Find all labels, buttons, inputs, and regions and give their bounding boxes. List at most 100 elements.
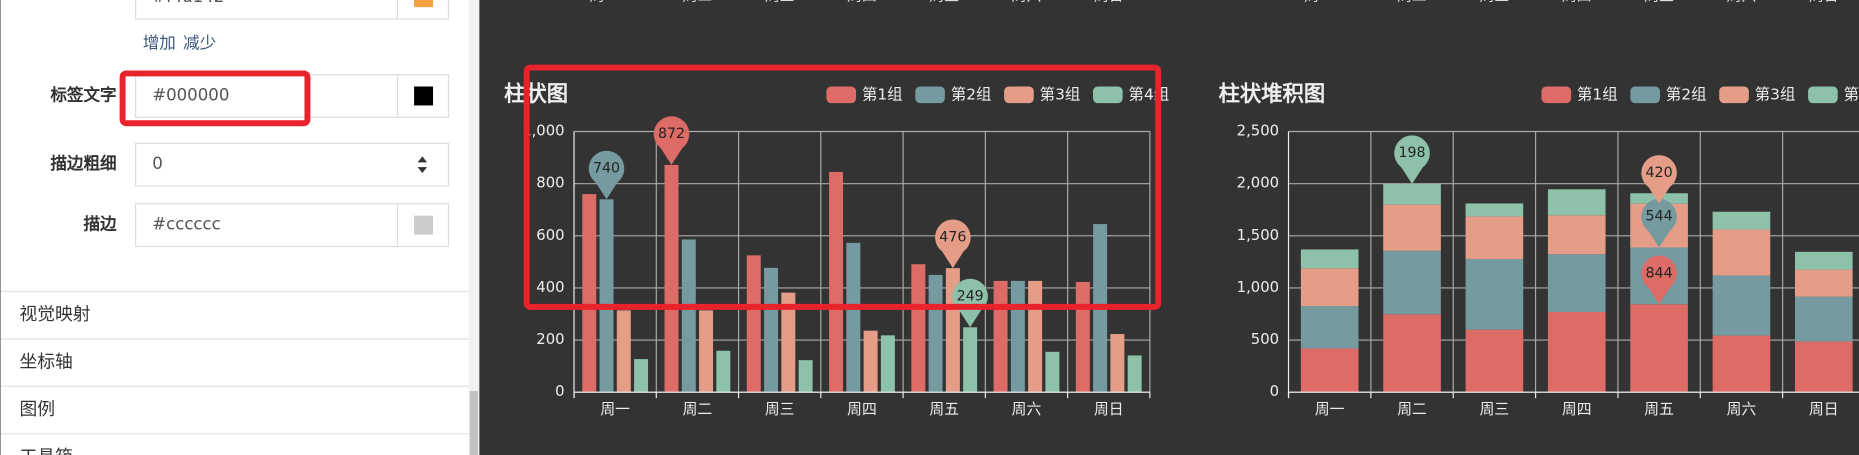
legend-swatch[interactable] [1719,86,1749,104]
text-input[interactable] [135,203,450,248]
link[interactable]: 减少 [183,33,216,52]
bar-segment [1300,306,1359,349]
mark-point [1641,198,1677,248]
legend-label[interactable]: 第4组 [1129,85,1170,103]
bar [911,264,926,393]
legend-label[interactable]: 第4组 [1844,85,1859,103]
bar-segment [1383,204,1441,251]
bar [880,335,895,393]
bar-segment [1547,254,1606,313]
color-swatch[interactable] [414,86,434,106]
section-header[interactable]: 视觉映射 [20,304,91,325]
color-swatch[interactable] [414,0,434,8]
section-header[interactable]: 图例 [20,399,56,420]
section-header[interactable]: 工具箱 [20,446,73,455]
bar [781,292,796,393]
bar [616,310,631,393]
bar-segment [1630,304,1688,393]
input-value: #f4a142 [152,0,224,6]
bar [746,255,761,393]
bar-segment [1547,312,1606,393]
bar [993,280,1008,393]
bar-segment [1547,189,1606,216]
bar-segment [1383,250,1441,315]
y-tick-label: 400 [536,279,564,296]
legend-swatch[interactable] [915,86,945,104]
bar [1045,351,1060,393]
y-tick-label: 1,000 [522,123,564,140]
bar [1075,281,1090,393]
bar [681,239,696,393]
text-input[interactable] [135,74,450,118]
x-tick-label: 周六 [1727,0,1757,4]
bar [764,267,779,393]
bar [1010,280,1025,393]
bar [634,359,649,393]
bar [699,310,714,393]
mark-point [588,150,625,200]
legend-label[interactable]: 第1组 [862,85,903,103]
y-tick-label: 500 [1251,331,1279,348]
legend-label[interactable]: 第2组 [1666,85,1707,103]
mark-point-label: 476 [939,229,966,245]
spinner-up[interactable] [417,156,428,163]
scrollbar-thumb[interactable] [469,391,479,455]
y-tick-label: 800 [536,175,564,192]
link[interactable]: 增加 [143,33,176,52]
legend-swatch[interactable] [1093,86,1123,104]
mark-point [952,278,988,328]
mark-point-label: 872 [658,126,685,142]
bar [1110,334,1125,393]
legend-label[interactable]: 第3组 [1040,85,1081,103]
bar [798,360,813,393]
legend-label[interactable]: 第1组 [1577,85,1618,103]
field-label: 描边 [83,214,117,234]
bar-segment [1300,348,1359,393]
legend-swatch[interactable] [1541,86,1572,104]
bar-segment [1383,314,1441,393]
bar [863,330,878,393]
legend-swatch[interactable] [1630,86,1660,104]
field-label: 标签文字 [49,84,116,104]
legend-swatch[interactable] [826,86,857,104]
x-tick-label: 周一 [1304,0,1334,4]
spinner-down[interactable] [417,167,428,173]
x-tick-label: 周六 [1012,401,1042,418]
bar [829,171,844,393]
mark-point [653,116,690,165]
x-tick-label: 周四 [1562,401,1592,418]
y-tick-label: 2,000 [1237,175,1279,192]
x-tick-label: 周四 [847,0,877,4]
bar [846,242,861,393]
bar [1028,280,1043,393]
legend-label[interactable]: 第2组 [951,85,992,103]
bar-segment [1794,296,1853,342]
legend-swatch[interactable] [1004,86,1034,104]
mark-point [935,219,971,269]
bar-segment [1465,203,1524,217]
y-tick-label: 1,500 [1237,227,1279,244]
x-tick-label: 周五 [929,401,959,418]
bar-segment [1794,251,1853,270]
x-tick-label: 周三 [1480,401,1510,418]
x-tick-label: 周五 [929,0,959,4]
x-tick-label: 周六 [1727,401,1757,418]
bar [928,274,943,393]
bar-segment [1465,329,1524,393]
legend-label[interactable]: 第3组 [1755,85,1796,103]
scrollbar-track [468,0,480,455]
color-swatch[interactable] [414,215,434,235]
legend-swatch[interactable] [1808,86,1838,104]
bar-segment [1712,335,1771,393]
x-tick-label: 周日 [1094,401,1124,418]
x-tick-label: 周日 [1094,0,1124,4]
x-tick-label: 周三 [765,401,795,418]
y-tick-label: 1,000 [1237,279,1279,296]
section-header[interactable]: 坐标轴 [20,352,73,373]
text-input[interactable] [135,0,450,20]
text-input[interactable] [135,142,450,187]
bar [1127,355,1142,393]
y-tick-label: 0 [555,383,564,400]
